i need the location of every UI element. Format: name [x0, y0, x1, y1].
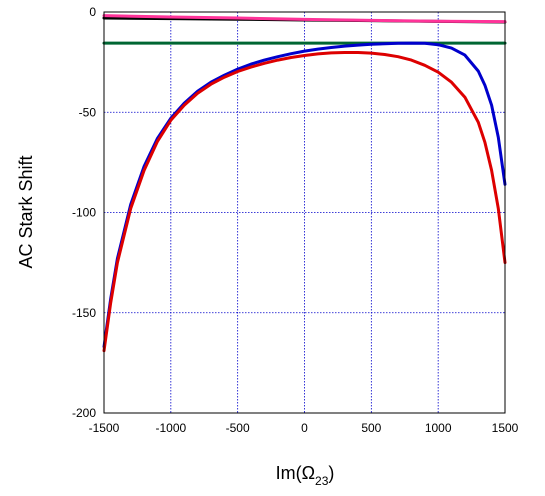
- x-tick-label: -500: [226, 421, 250, 435]
- x-tick-label: -1000: [155, 421, 186, 435]
- grid-lines: [104, 12, 505, 413]
- y-tick-label: -200: [72, 406, 96, 420]
- x-tick-label: 1500: [492, 421, 519, 435]
- x-tick-label: -1500: [89, 421, 120, 435]
- x-tick-label: 500: [361, 421, 381, 435]
- x-axis-title-subscript: 23: [315, 474, 329, 488]
- y-tick-label: -50: [79, 105, 97, 119]
- data-series: [102, 14, 507, 353]
- x-tick-label: 1000: [425, 421, 452, 435]
- y-tick-labels: 0 -50 -100 -150 -200: [72, 5, 96, 420]
- y-axis-title: AC Stark Shift: [16, 155, 36, 268]
- x-tick-label: 0: [301, 421, 308, 435]
- x-tick-labels: -1500 -1000 -500 0 500 1000 1500: [89, 421, 519, 435]
- series-line-red-curve: [102, 51, 507, 353]
- y-tick-label: -150: [72, 306, 96, 320]
- series-line-pink-line: [102, 14, 507, 24]
- x-axis-title-close: ): [328, 463, 334, 483]
- y-tick-label: 0: [89, 5, 96, 19]
- x-axis-title: Im(Ω23): [276, 463, 335, 488]
- y-tick-label: -100: [72, 206, 96, 220]
- plot-frame: [103, 11, 506, 414]
- x-axis-title-main: Im(Ω: [276, 463, 315, 483]
